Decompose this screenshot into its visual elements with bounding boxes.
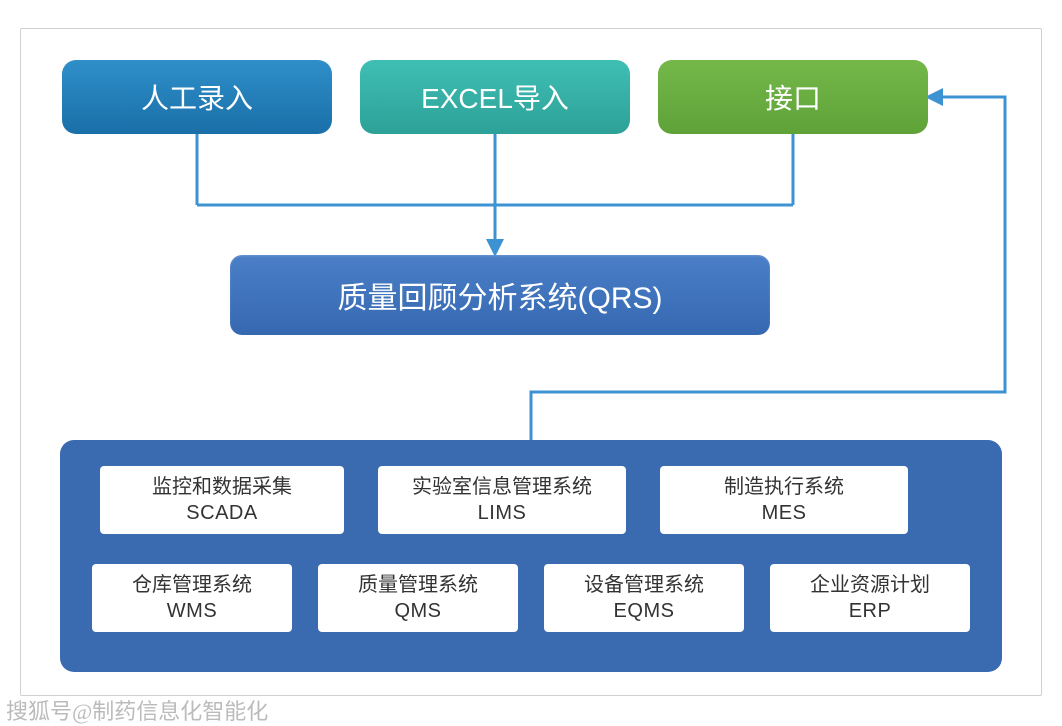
sys-mes-cn: 制造执行系统 (724, 474, 844, 500)
sys-wms-cn: 仓库管理系统 (132, 572, 252, 598)
sys-qms-en: QMS (394, 598, 441, 624)
input-api-label: 接口 (765, 77, 821, 117)
sys-eqms: 设备管理系统 EQMS (544, 564, 744, 632)
watermark-text: 搜狐号@制药信息化智能化 (6, 694, 268, 726)
sys-lims-en: LIMS (478, 500, 527, 526)
sys-lims-cn: 实验室信息管理系统 (412, 474, 592, 500)
input-manual-entry: 人工录入 (62, 60, 332, 134)
sys-scada: 监控和数据采集 SCADA (100, 466, 344, 534)
sys-lims: 实验室信息管理系统 LIMS (378, 466, 626, 534)
sys-mes: 制造执行系统 MES (660, 466, 908, 534)
center-qrs-label: 质量回顾分析系统(QRS) (338, 273, 663, 317)
sys-eqms-cn: 设备管理系统 (584, 572, 704, 598)
sys-mes-en: MES (762, 500, 807, 526)
input-manual-label: 人工录入 (141, 77, 253, 117)
input-excel-label: EXCEL导入 (421, 77, 569, 117)
sys-wms: 仓库管理系统 WMS (92, 564, 292, 632)
center-qrs-system: 质量回顾分析系统(QRS) (230, 255, 770, 335)
sys-qms-cn: 质量管理系统 (358, 572, 478, 598)
sys-scada-en: SCADA (186, 500, 257, 526)
sys-qms: 质量管理系统 QMS (318, 564, 518, 632)
input-excel-import: EXCEL导入 (360, 60, 630, 134)
sys-erp-cn: 企业资源计划 (810, 572, 930, 598)
sys-erp: 企业资源计划 ERP (770, 564, 970, 632)
sys-erp-en: ERP (849, 598, 892, 624)
sys-eqms-en: EQMS (614, 598, 675, 624)
sys-wms-en: WMS (167, 598, 217, 624)
sys-scada-cn: 监控和数据采集 (152, 474, 292, 500)
input-api: 接口 (658, 60, 928, 134)
